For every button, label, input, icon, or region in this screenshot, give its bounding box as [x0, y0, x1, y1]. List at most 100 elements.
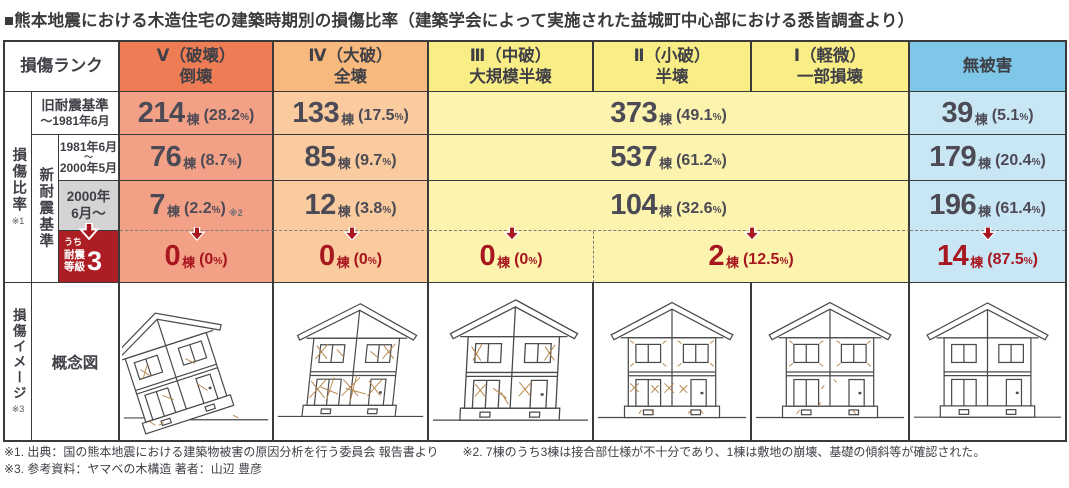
percent-sign: % — [382, 204, 392, 216]
count-unit: 棟 — [182, 255, 196, 270]
count-value: 85 — [304, 141, 336, 173]
paren-close: ) — [391, 199, 397, 217]
house-collapsed-icon — [122, 294, 269, 436]
count-unit: 棟 — [341, 111, 355, 127]
count-value: 537 — [610, 141, 658, 173]
count-unit: 棟 — [978, 156, 992, 171]
count-value: 76 — [149, 141, 182, 173]
column-header-line1: Ⅲ（中破） — [469, 46, 552, 65]
count-value: 373 — [610, 96, 658, 129]
paren-open: ( — [676, 199, 682, 217]
count-pct: 5.1 — [997, 107, 1020, 124]
count-cell-late-rank321: 104 棟 (32.6%) — [429, 181, 910, 231]
count-pct: 32.6 — [681, 199, 713, 217]
count-value: 179 — [929, 141, 977, 173]
paren-close: ) — [721, 199, 727, 217]
footnotes: ※1. 出典：国の熊本地震における建築物被害の原因分析を行う委員会 報告書より … — [4, 444, 985, 477]
page-title: ■熊本地震における木造住宅の建築時期別の損傷比率（建築学会によって実施された益城… — [4, 12, 915, 30]
count-pct: 0 — [519, 250, 529, 268]
grade-prefix: うち — [64, 237, 83, 247]
percent-sign: % — [394, 112, 404, 123]
column-header-line2: 全壊 — [334, 67, 367, 86]
footnote-line1: ※1. 出典：国の熊本地震における建築物被害の原因分析を行う委員会 報告書より … — [4, 445, 986, 459]
new-code-label: 新耐震基準 — [37, 167, 54, 250]
count-value: 196 — [929, 189, 977, 221]
paren-close: ) — [403, 107, 409, 124]
down-arrow-icon — [79, 223, 99, 240]
count-pct: 9.7 — [360, 151, 383, 169]
count-unit: 棟 — [978, 204, 992, 219]
count-value: 12 — [304, 189, 336, 221]
count-value: 0 — [479, 240, 496, 272]
count-unit: 棟 — [974, 111, 988, 127]
count-unit: 棟 — [183, 156, 197, 171]
house-partially-damaged-icon — [597, 301, 747, 419]
count-cell-mid-rank321: 537 棟 (61.2%) — [429, 135, 910, 181]
down-arrow-icon — [189, 227, 205, 241]
concept-figure-partial — [594, 283, 752, 440]
paren-close: ) — [236, 151, 243, 169]
period-line2: 2000年5月 — [59, 161, 118, 176]
old-code-line2: ～1981年6月 — [40, 113, 110, 128]
count-value: 0 — [318, 240, 335, 272]
column-header-line1: Ⅱ（小破） — [633, 46, 711, 65]
concept-figure-severe — [274, 283, 429, 440]
paren-open: ( — [199, 250, 205, 268]
rank-header-label: 損傷ランク — [20, 57, 103, 76]
paren-close: ) — [721, 107, 727, 124]
column-header-rank4: Ⅳ（大破） 全壊 — [274, 42, 429, 92]
count-unit: 棟 — [970, 255, 984, 270]
percent-sign: % — [712, 204, 722, 216]
percent-sign: % — [211, 204, 221, 216]
paren-open: ( — [354, 199, 361, 217]
count-pct: 3.8 — [360, 199, 383, 217]
count-unit: 棟 — [336, 255, 350, 270]
footnote-line2: ※3. 参考資料：ヤマベの木構造 著者：山辺 豊彦 — [4, 461, 263, 476]
concept-figure-moderate — [429, 283, 594, 440]
count-unit: 棟 — [725, 255, 739, 270]
count-unit: 棟 — [659, 111, 673, 127]
paren-open: ( — [987, 250, 993, 268]
percent-sign: % — [1019, 112, 1029, 123]
count-cell-mid-rank4: 85 棟 (9.7%) — [274, 135, 429, 181]
damage-image-note: ※3 — [11, 404, 25, 414]
period-line1: 2000年 — [66, 189, 111, 205]
count-value: 214 — [137, 96, 185, 129]
percent-sign: % — [382, 156, 392, 168]
count-unit: 棟 — [337, 204, 351, 219]
percent-sign: % — [712, 112, 722, 123]
column-header-line1: Ⅳ（大破） — [308, 46, 393, 65]
count-cell-old-rank321: 373 棟 (49.1%) — [429, 92, 910, 135]
count-unit: 棟 — [659, 156, 673, 171]
column-header-rank3: Ⅲ（中破） 大規模半壊 — [429, 42, 594, 92]
percent-sign: % — [779, 255, 789, 267]
count-cell-late-nodamage: 196 棟 (61.4%) — [910, 181, 1065, 231]
column-header-line1: 無被害 — [962, 57, 1013, 76]
paren-open: ( — [200, 151, 206, 169]
count-cell-mid-rank5: 76 棟 (8.7%) — [120, 135, 274, 181]
percent-sign: % — [227, 156, 237, 168]
new-code-label-cell: 新耐震基準 — [32, 135, 59, 283]
count-cell-late-rank4: 12 棟 (3.8%) — [274, 181, 429, 231]
column-header-line2: 一部損壊 — [797, 67, 863, 86]
paren-close: ) — [376, 250, 383, 268]
count-value: 7 — [149, 189, 166, 221]
paren-close: ) — [1028, 107, 1034, 124]
count-cell-grade3-rank5: 0 棟 (0%) — [120, 231, 274, 283]
count-value: 104 — [610, 189, 658, 221]
rank-header-cell: 損傷ランク — [5, 42, 120, 92]
cell-footnote-ref: ※2 — [228, 208, 243, 218]
paren-close: ) — [1032, 250, 1038, 268]
column-header-rank1: Ⅰ（軽微） 一部損壊 — [752, 42, 910, 92]
old-code-cell: 旧耐震基準 ～1981年6月 — [32, 92, 120, 135]
count-cell-old-nodamage: 39 棟 (5.1%) — [910, 92, 1065, 135]
percent-sign: % — [367, 255, 377, 267]
column-header-line2: 半壊 — [655, 67, 689, 86]
period-tilde: ～ — [83, 151, 93, 162]
paren-open: ( — [995, 199, 1001, 217]
count-cell-old-rank5: 214 棟 (28.2%) — [120, 92, 274, 135]
paren-open: ( — [358, 107, 364, 124]
percent-sign: % — [1031, 156, 1041, 168]
column-header-line2: 大規模半壊 — [469, 67, 552, 86]
